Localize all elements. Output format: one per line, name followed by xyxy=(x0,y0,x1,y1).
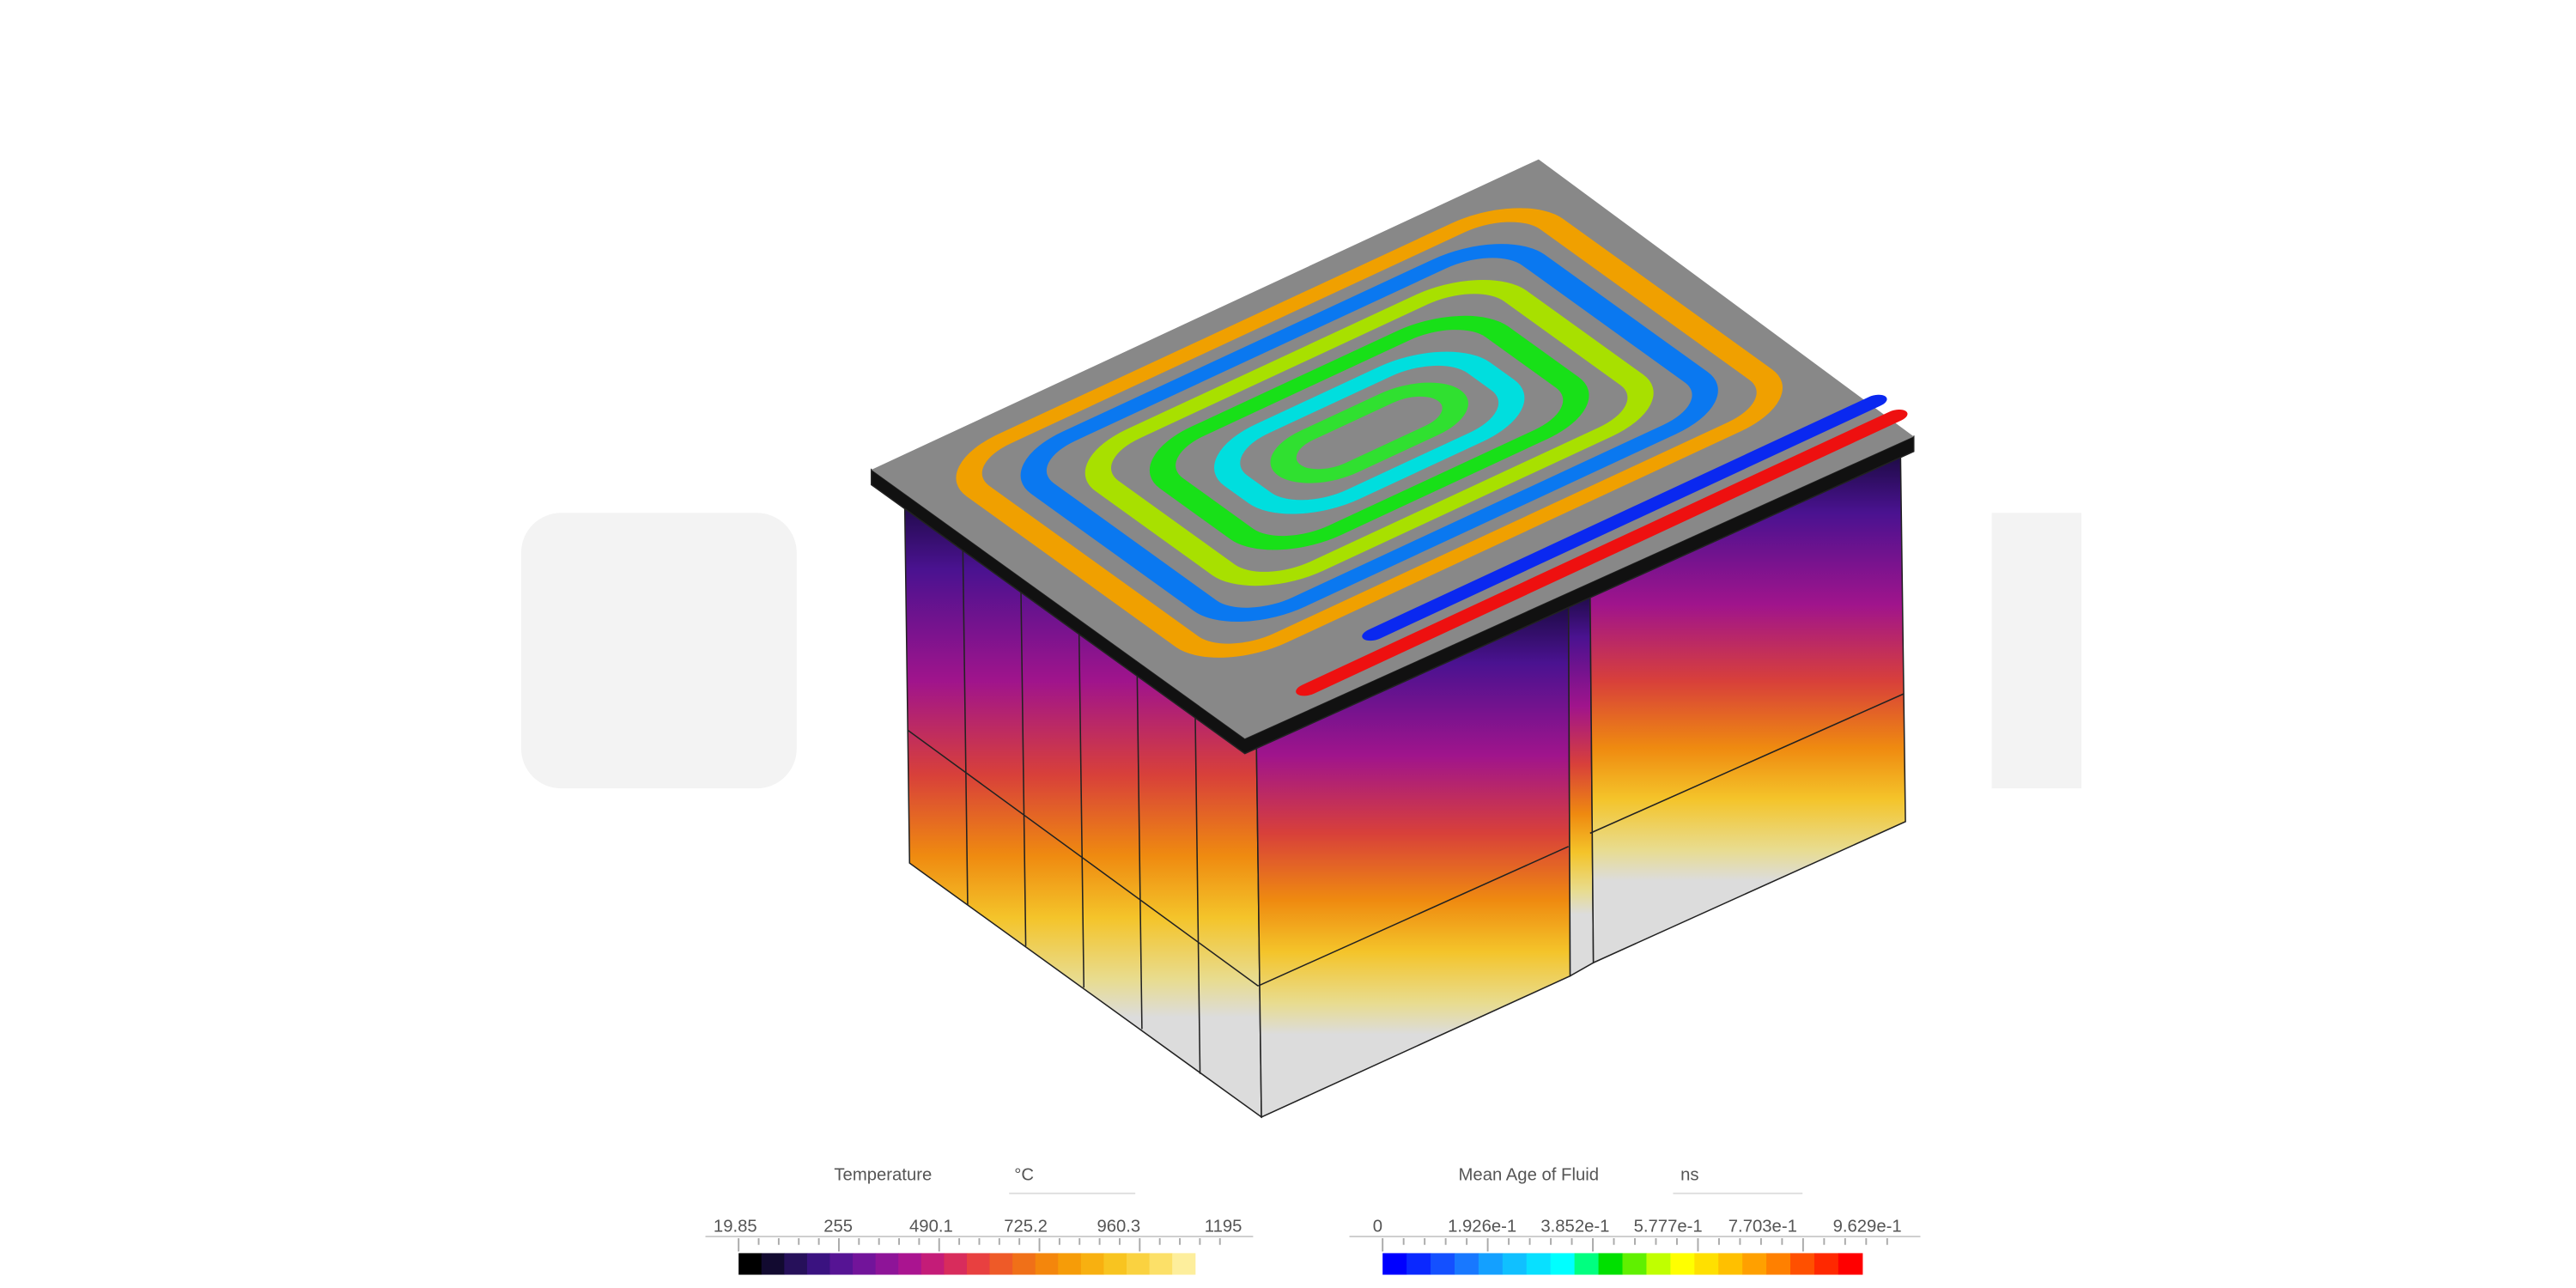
color-swatch xyxy=(1382,1253,1407,1275)
color-swatch xyxy=(1058,1253,1082,1275)
tick-label: 0 xyxy=(1373,1217,1382,1236)
pipe-loop xyxy=(1020,244,1718,623)
legend-title: Temperature xyxy=(834,1165,932,1184)
pipe-loop xyxy=(1149,315,1589,550)
tick-label: 3.852e-1 xyxy=(1540,1217,1609,1236)
color-swatch xyxy=(1454,1253,1479,1275)
color-swatch xyxy=(944,1253,968,1275)
legend-unit: °C xyxy=(1014,1165,1034,1184)
pipes xyxy=(956,208,1908,696)
color-swatch xyxy=(829,1253,854,1275)
tick-label: 19.85 xyxy=(714,1217,757,1236)
pipe-loop xyxy=(1084,279,1654,586)
tick-label: 960.3 xyxy=(1097,1217,1140,1236)
color-swatch xyxy=(1127,1253,1151,1275)
color-swatch xyxy=(989,1253,1013,1275)
color-swatch xyxy=(1012,1253,1036,1275)
pipe-outlet xyxy=(1296,409,1908,696)
color-swatch xyxy=(761,1253,785,1275)
tick-label: 1195 xyxy=(1205,1217,1242,1236)
color-swatch xyxy=(875,1253,899,1275)
tick-label: 255 xyxy=(823,1217,853,1236)
pipe-loop xyxy=(1214,351,1525,514)
pipe-loop xyxy=(1270,382,1468,483)
color-swatch xyxy=(1431,1253,1455,1275)
legend-age: Mean Age of Fluid ns 0 1.926e-1 3.852e-1 5.… xyxy=(1349,1165,1921,1275)
color-swatch xyxy=(1406,1253,1431,1275)
color-swatch xyxy=(1838,1253,1863,1275)
color-swatch xyxy=(1598,1253,1624,1275)
color-swatch xyxy=(1742,1253,1767,1275)
colorbar: 19.85 255 490.1 725.2 960.3 1195 xyxy=(705,1217,1254,1275)
color-swatch xyxy=(1622,1253,1648,1275)
color-swatch xyxy=(1080,1253,1105,1275)
color-swatch xyxy=(1790,1253,1815,1275)
color-swatch xyxy=(920,1253,945,1275)
color-swatch xyxy=(1814,1253,1839,1275)
color-swatch xyxy=(784,1253,808,1275)
color-swatch xyxy=(1766,1253,1791,1275)
model xyxy=(871,159,1915,1119)
pipe-loop xyxy=(956,208,1783,658)
edge-lines xyxy=(907,536,1905,1074)
color-swatch xyxy=(898,1253,922,1275)
color-swatch xyxy=(1478,1253,1504,1275)
color-swatch xyxy=(966,1253,991,1275)
tick-label: 5.777e-1 xyxy=(1634,1217,1703,1236)
color-swatch xyxy=(1526,1253,1552,1275)
color-swatch xyxy=(738,1253,762,1275)
color-swatch xyxy=(1172,1253,1196,1275)
color-swatch xyxy=(1149,1253,1173,1275)
tick-label: 725.2 xyxy=(1004,1217,1048,1236)
watermark xyxy=(520,513,2081,789)
tick-label: 9.629e-1 xyxy=(1833,1217,1902,1236)
color-swatch xyxy=(1502,1253,1528,1275)
color-swatch xyxy=(1646,1253,1671,1275)
color-swatch xyxy=(1694,1253,1719,1275)
color-swatch xyxy=(1103,1253,1127,1275)
colorbar: 0 1.926e-1 3.852e-1 5.777e-1 7.703e-1 9.629e-… xyxy=(1349,1217,1921,1275)
tick-label: 7.703e-1 xyxy=(1728,1217,1797,1236)
right-block-side xyxy=(1567,589,1595,977)
pipe-inlet xyxy=(1362,394,1887,641)
color-swatch xyxy=(1574,1253,1600,1275)
legend-title: Mean Age of Fluid xyxy=(1459,1165,1599,1184)
tick-label: 1.926e-1 xyxy=(1448,1217,1516,1236)
color-swatch xyxy=(853,1253,877,1275)
tick-label: 490.1 xyxy=(909,1217,953,1236)
color-swatch xyxy=(806,1253,831,1275)
color-swatch xyxy=(1550,1253,1576,1275)
color-swatch xyxy=(1035,1253,1059,1275)
legend-temperature: Temperature °C 19.85 255 490.1 725.2 960.3 11… xyxy=(705,1165,1254,1275)
color-swatch xyxy=(1670,1253,1695,1275)
legend-unit: ns xyxy=(1680,1165,1698,1184)
color-swatch xyxy=(1718,1253,1743,1275)
